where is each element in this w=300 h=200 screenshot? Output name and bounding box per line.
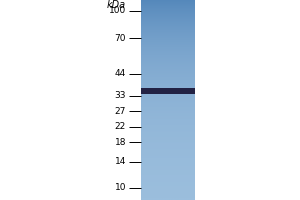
Text: 44: 44 bbox=[115, 69, 126, 78]
Text: 27: 27 bbox=[115, 107, 126, 116]
Text: 14: 14 bbox=[115, 157, 126, 166]
Text: kDa: kDa bbox=[107, 0, 126, 10]
Text: 70: 70 bbox=[115, 34, 126, 43]
Bar bbox=[141, 88, 195, 94]
Text: 22: 22 bbox=[115, 122, 126, 131]
Text: 33: 33 bbox=[115, 91, 126, 100]
Text: 10: 10 bbox=[115, 183, 126, 192]
Text: 100: 100 bbox=[109, 6, 126, 15]
Text: 18: 18 bbox=[115, 138, 126, 147]
